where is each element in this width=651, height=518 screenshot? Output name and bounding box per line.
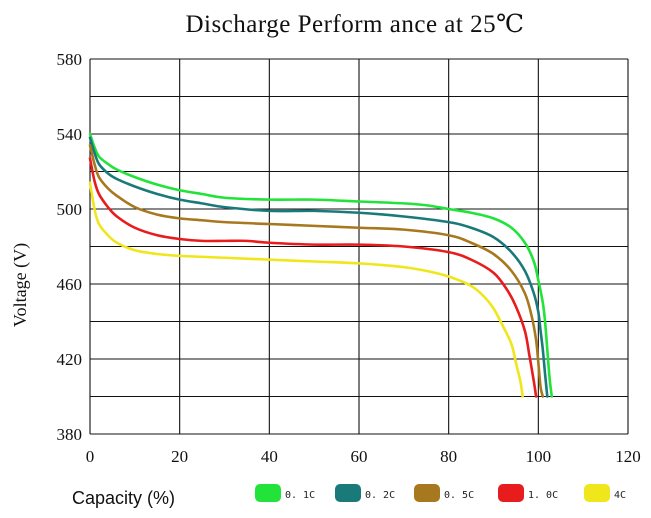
y-tick-label: 420 bbox=[57, 350, 83, 369]
x-tick-label: 120 bbox=[615, 447, 641, 466]
legend-label: 0. 2C bbox=[365, 490, 395, 501]
x-tick-label: 80 bbox=[440, 447, 457, 466]
legend-label: 0. 5C bbox=[444, 490, 474, 501]
axis-ticks: 380 420 460 500 540 580 0 20 40 60 80 100 120 bbox=[57, 50, 641, 466]
legend-swatch bbox=[335, 484, 361, 502]
legend-label: 1. 0C bbox=[528, 490, 558, 501]
y-tick-label: 580 bbox=[57, 50, 83, 69]
legend-swatch bbox=[414, 484, 440, 502]
grid bbox=[89, 58, 629, 435]
legend-item: 1. 0C bbox=[498, 484, 558, 502]
plot-lines bbox=[88, 132, 554, 398]
legend-item: 0. 5C bbox=[414, 484, 474, 502]
series-line-01c bbox=[88, 132, 554, 398]
legend-swatch bbox=[498, 484, 524, 502]
x-tick-label: 0 bbox=[86, 447, 95, 466]
x-axis-label: Capacity (%) bbox=[72, 488, 175, 508]
legend-label: 4C bbox=[614, 490, 626, 501]
legend-item: 0. 2C bbox=[335, 484, 395, 502]
y-tick-label: 500 bbox=[57, 200, 83, 219]
y-tick-label: 380 bbox=[57, 425, 83, 444]
legend: 0. 1C 0. 2C 0. 5C 1. 0C 4C bbox=[255, 484, 626, 502]
legend-item: 0. 1C bbox=[255, 484, 315, 502]
series-line-4c bbox=[88, 181, 524, 398]
x-tick-label: 60 bbox=[351, 447, 368, 466]
chart-title: Discharge Perform ance at 25℃ bbox=[185, 11, 524, 38]
legend-swatch bbox=[255, 484, 281, 502]
y-tick-label: 540 bbox=[57, 125, 83, 144]
x-tick-label: 20 bbox=[171, 447, 188, 466]
series-line-02c bbox=[88, 136, 549, 398]
x-tick-label: 100 bbox=[526, 447, 552, 466]
series-line-10c bbox=[88, 157, 538, 398]
y-tick-label: 460 bbox=[57, 275, 83, 294]
legend-swatch bbox=[584, 484, 610, 502]
series-line-05c bbox=[88, 143, 545, 398]
legend-item: 4C bbox=[584, 484, 626, 502]
legend-label: 0. 1C bbox=[285, 490, 315, 501]
x-tick-label: 40 bbox=[261, 447, 278, 466]
y-axis-label: Voltage (V) bbox=[10, 243, 31, 327]
